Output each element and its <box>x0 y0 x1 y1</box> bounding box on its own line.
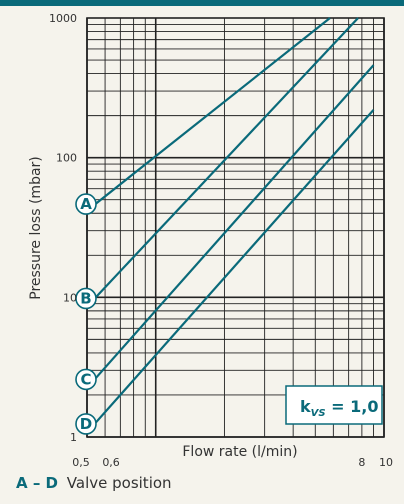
series-marker-b <box>75 287 97 310</box>
series-layer <box>91 17 375 427</box>
footer-text: Valve position <box>66 474 172 492</box>
series-line-c <box>91 64 375 383</box>
top-accent-bar <box>0 0 404 6</box>
x-tick-label: 10 <box>379 456 393 469</box>
plot-frame <box>86 17 385 438</box>
y-tick-label: 1000 <box>49 12 77 25</box>
series-line-a <box>92 17 331 207</box>
y-tick-label: 1 <box>70 431 77 444</box>
footer-key: A – D <box>16 474 59 492</box>
x-tick-label: 0,5 <box>72 456 90 469</box>
series-labels: A B C D <box>75 193 97 435</box>
series-label-b: B <box>80 289 91 307</box>
grid <box>86 18 385 438</box>
y-tick-label: 10 <box>63 291 77 304</box>
kvs-text: kVS = 1,0 <box>300 397 378 419</box>
kvs-annotation: kVS = 1,0 <box>285 385 383 425</box>
y-axis-label: Pressure loss (mbar) <box>28 156 44 300</box>
series-label-a: A <box>80 195 92 213</box>
y-tick-label: 100 <box>56 152 77 165</box>
kvs-sub: VS <box>311 408 326 419</box>
kvs-suffix: = 1,0 <box>326 397 379 416</box>
series-marker-c <box>75 368 97 391</box>
chart: A B C D 1 10 100 1000 0,5 0,6 8 10 Flow rate (l/mi… <box>28 12 393 469</box>
footer-legend: A – D Valve position <box>16 474 172 492</box>
x-tick-label: 8 <box>358 456 365 469</box>
x-tick-label: 0,6 <box>102 456 120 469</box>
series-line-d <box>91 109 375 427</box>
plot-border <box>86 17 385 438</box>
series-line-b <box>91 17 359 302</box>
kvs-box-frame <box>285 385 383 425</box>
series-label-d: D <box>80 415 92 433</box>
x-axis-label: Flow rate (l/min) <box>182 444 297 460</box>
tick-labels: 1 10 100 1000 0,5 0,6 8 10 <box>49 12 393 469</box>
series-marker-d <box>75 413 97 435</box>
kvs-k: k <box>300 397 311 416</box>
series-marker-a <box>75 193 97 215</box>
series-label-c: C <box>80 370 91 388</box>
